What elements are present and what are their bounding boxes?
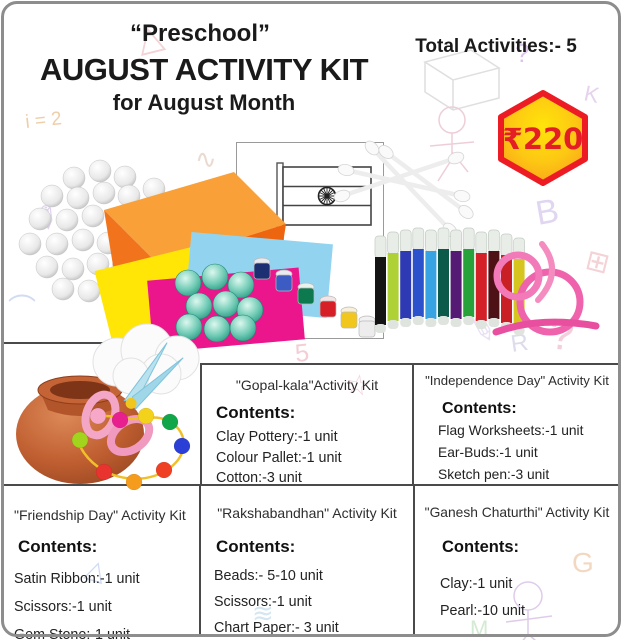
kit-item: Scissors:-1 unit bbox=[14, 599, 112, 615]
grid-independence-box-border bbox=[414, 363, 619, 484]
kit-title-rakshabandhan: "Rakshabandhan" Activity Kit bbox=[217, 505, 397, 521]
kit-item: Flag Worksheets:-1 unit bbox=[438, 423, 584, 438]
grid-left-cell-top-line bbox=[3, 342, 200, 344]
kit-item: Scissors:-1 unit bbox=[214, 594, 312, 610]
price-badge-shape bbox=[498, 90, 588, 186]
kit-box-independence-day: "Independence Day" Activity Kit Contents… bbox=[416, 365, 618, 483]
scissors-photo bbox=[81, 342, 184, 457]
kit-item: Satin Ribbon:-1 unit bbox=[14, 571, 140, 587]
kit-item: Cotton:-3 unit bbox=[216, 470, 302, 486]
contents-label: Contents: bbox=[216, 403, 296, 422]
paint-pots-photo bbox=[253, 257, 376, 338]
kit-item: Sketch pen:-3 unit bbox=[438, 467, 550, 482]
kit-title-gopal-kala: "Gopal-kala"Activity Kit bbox=[235, 377, 379, 393]
kit-title-independence-day: "Independence Day" Activity Kit bbox=[425, 373, 609, 388]
contents-label: Contents: bbox=[18, 537, 98, 556]
sketch-pens-photo bbox=[374, 227, 525, 335]
kit-item: Pearl:-10 unit bbox=[440, 603, 526, 619]
grid-bottom-divider-1 bbox=[199, 486, 201, 637]
kit-box-ganesh-chaturthi: "Ganesh Chaturthi" Activity Kit Contents… bbox=[416, 487, 618, 635]
price-text: ₹220 bbox=[502, 122, 584, 156]
bead-string-photo bbox=[71, 407, 191, 491]
kit-title-friendship-day: "Friendship Day" Activity Kit bbox=[14, 507, 186, 523]
price-badge bbox=[494, 88, 592, 188]
contents-label: Contents: bbox=[442, 400, 517, 417]
kit-item: Beads:- 5-10 unit bbox=[214, 568, 323, 584]
kit-item: Clay:-1 unit bbox=[440, 576, 513, 592]
contents-label: Contents: bbox=[216, 537, 296, 556]
page-subtitle: for August Month bbox=[112, 90, 296, 115]
contents-label: Contents: bbox=[442, 538, 519, 556]
satin-ribbon-photo bbox=[492, 241, 600, 336]
kit-box-rakshabandhan: "Rakshabandhan" Activity Kit Contents: B… bbox=[202, 487, 412, 636]
grid-bottom-divider-2 bbox=[413, 486, 415, 637]
grid-row-divider bbox=[3, 484, 619, 486]
kit-item: Colour Pallet:-1 unit bbox=[216, 449, 342, 466]
kit-item: Chart Paper:- 3 unit bbox=[214, 620, 339, 636]
grid-gopal-box-border bbox=[200, 363, 414, 484]
kit-item: Ear-Buds:-1 unit bbox=[438, 445, 538, 460]
kit-title-ganesh-chaturthi: "Ganesh Chaturthi" Activity Kit bbox=[424, 505, 610, 520]
preschool-label: “Preschool” bbox=[129, 20, 271, 47]
kit-box-gopal-kala: "Gopal-kala"Activity Kit Contents: Clay … bbox=[202, 365, 412, 486]
green-beads-photo bbox=[174, 263, 264, 343]
page-title: AUGUST ACTIVITY KIT bbox=[39, 52, 369, 87]
kit-item: Clay Pottery:-1 unit bbox=[216, 429, 338, 445]
